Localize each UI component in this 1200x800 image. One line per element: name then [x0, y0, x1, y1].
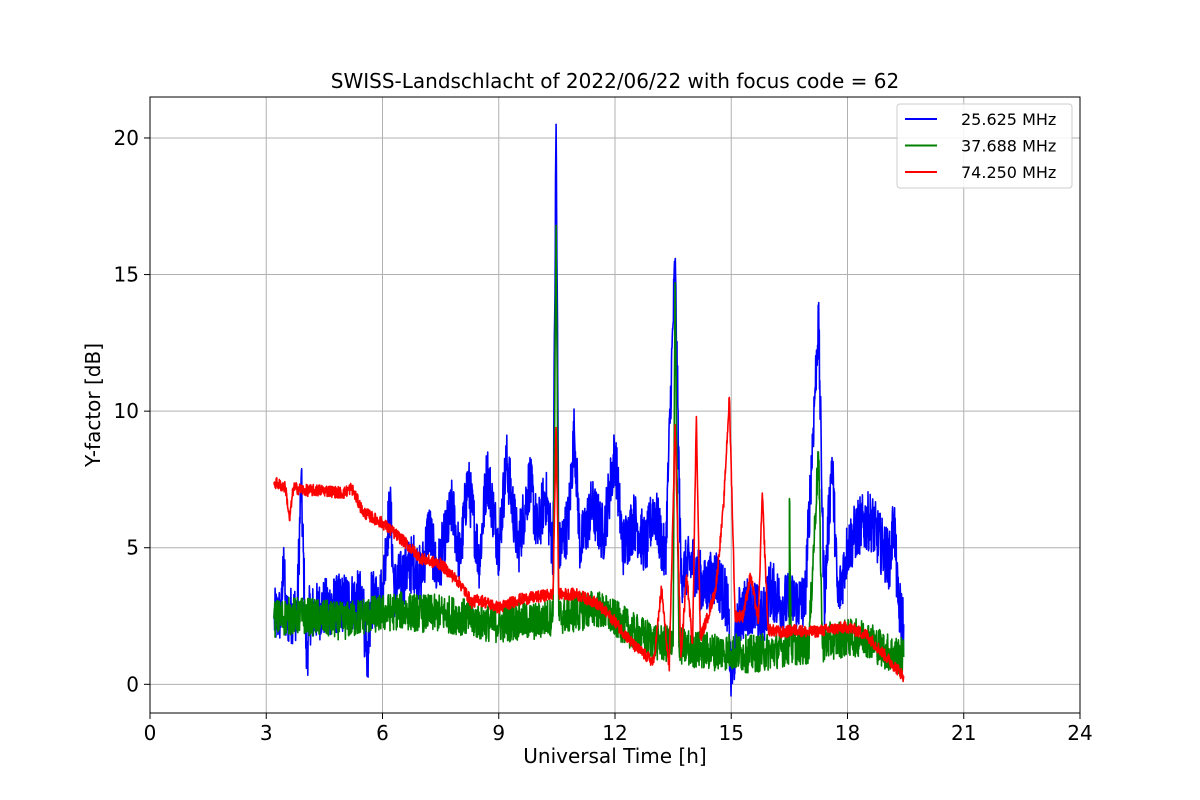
series-layer — [273, 123, 905, 697]
x-tick-label: 6 — [376, 721, 389, 745]
legend-box — [896, 103, 1073, 189]
legend-label: 25.625 MHz — [961, 110, 1056, 129]
legend-label: 74.250 MHz — [961, 163, 1056, 182]
chart-title: SWISS-Landschlacht of 2022/06/22 with fo… — [331, 69, 899, 93]
x-tick-label: 18 — [835, 721, 860, 745]
x-tick-label: 3 — [260, 721, 273, 745]
y-tick-label: 10 — [114, 399, 139, 423]
x-tick-label: 15 — [719, 721, 744, 745]
x-tick-label: 12 — [602, 721, 627, 745]
y-tick-label: 15 — [114, 263, 139, 287]
y-tick-label: 0 — [126, 672, 139, 696]
series-line — [273, 396, 905, 683]
x-tick-label: 21 — [951, 721, 976, 745]
y-tick-label: 20 — [114, 126, 139, 150]
x-tick-label: 0 — [144, 721, 157, 745]
ticks: 0 3 6 9 12 15 18 21 24 0 5 10 15 20 — [114, 126, 1093, 745]
x-tick-label: 9 — [492, 721, 505, 745]
y-axis-label: Y-factor [dB] — [81, 343, 105, 468]
y-tick-label: 5 — [126, 536, 139, 560]
legend-label: 37.688 MHz — [961, 137, 1056, 156]
legend: 25.625 MHz 37.688 MHz 74.250 MHz — [896, 103, 1073, 189]
x-axis-label: Universal Time [h] — [523, 744, 706, 768]
x-tick-label: 24 — [1067, 721, 1092, 745]
